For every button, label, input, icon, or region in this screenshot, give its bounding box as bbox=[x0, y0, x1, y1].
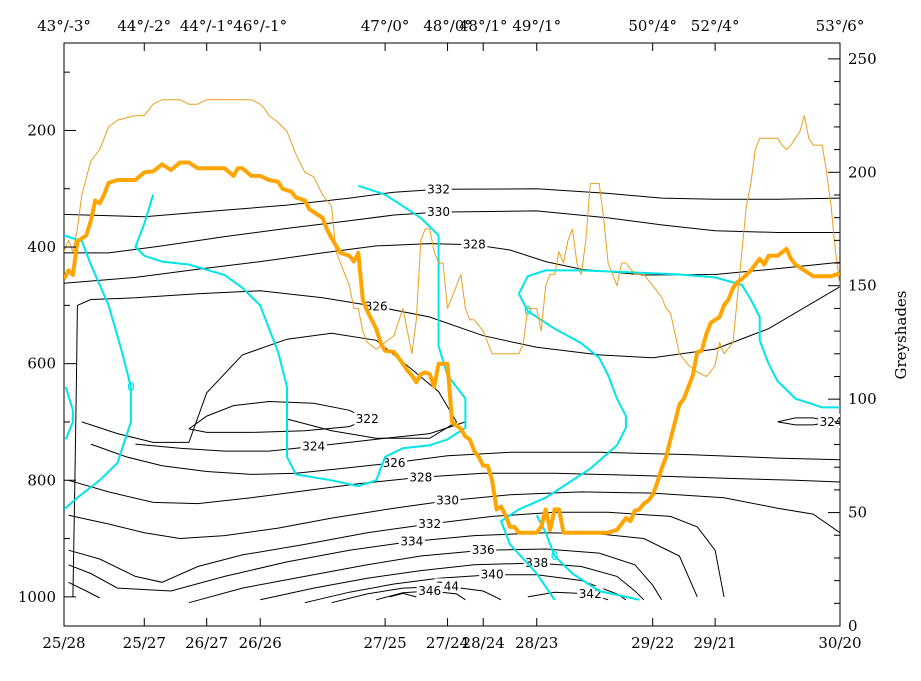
contour-label: 326 bbox=[383, 456, 406, 470]
contour-label-bg bbox=[818, 413, 840, 428]
cyan-contour-line-1 bbox=[64, 386, 74, 440]
bottom-tick-label: 27/25 bbox=[363, 634, 406, 652]
right-tick-label: 150 bbox=[848, 277, 877, 295]
cyan-contour-line-2 bbox=[134, 184, 467, 488]
contour-line-330-9 bbox=[68, 491, 840, 540]
contour-line-328-8 bbox=[68, 472, 840, 505]
top-tick-label: 49°/1° bbox=[512, 17, 561, 35]
series-layer bbox=[64, 99, 840, 535]
contour-line-unlabeled-4 bbox=[81, 332, 458, 443]
contour-label: 324 bbox=[820, 415, 843, 429]
contour-label-bg bbox=[425, 204, 452, 219]
top-tick-label: 50°/4° bbox=[628, 17, 677, 35]
left-tick-label: 600 bbox=[27, 355, 56, 373]
bottom-tick-label: 26/27 bbox=[185, 634, 228, 652]
contour-label-bg bbox=[425, 181, 452, 196]
contour-label-bg bbox=[363, 298, 390, 313]
contour-line-326-7 bbox=[90, 443, 840, 475]
contour-label: 340 bbox=[481, 568, 504, 582]
top-tick-label: 52°/4° bbox=[691, 17, 740, 35]
contour-label-bg bbox=[300, 438, 327, 453]
contour-label: 326 bbox=[365, 300, 388, 314]
contour-label-bg bbox=[354, 411, 381, 426]
contour-label-bg bbox=[381, 454, 408, 469]
contour-line-326-3 bbox=[72, 286, 840, 597]
right-tick-label: 50 bbox=[848, 504, 867, 522]
contour-line-338-14 bbox=[260, 562, 645, 601]
contour-line-334-11 bbox=[68, 532, 698, 598]
top-tick-label: 53°/6° bbox=[816, 17, 865, 35]
bottom-tick-label: 27/24 bbox=[426, 634, 469, 652]
contour-line-332-10 bbox=[68, 511, 725, 597]
right-tick-label: 100 bbox=[848, 390, 877, 408]
contour-label: 332 bbox=[427, 182, 450, 196]
top-tick-label: 48°/0° bbox=[423, 17, 472, 35]
cyan-contour-line-0 bbox=[64, 234, 132, 511]
contour-line-unlabeled-19 bbox=[389, 592, 417, 598]
top-tick-label: 44°/-2° bbox=[117, 17, 171, 35]
top-tick-label: 44°/-1° bbox=[180, 17, 234, 35]
bottom-tick-label: 29/21 bbox=[694, 634, 737, 652]
contour-label: 336 bbox=[472, 543, 495, 557]
contour-line-unlabeled-12 bbox=[68, 581, 100, 599]
contour-label: 342 bbox=[579, 587, 602, 601]
plot-frame bbox=[63, 42, 841, 627]
bottom-tick-label: 30/20 bbox=[818, 634, 861, 652]
top-tick-label: 43°/-3° bbox=[37, 17, 91, 35]
bottom-tick-label: 28/24 bbox=[462, 634, 505, 652]
contour-line-330-1 bbox=[64, 210, 840, 254]
contour-label: 332 bbox=[418, 517, 441, 531]
contour-label: 346 bbox=[418, 584, 441, 598]
contour-label-bg bbox=[470, 542, 497, 557]
contour-label-bg bbox=[461, 236, 488, 251]
greyshade-series-line bbox=[64, 99, 840, 377]
left-tick-label: 400 bbox=[27, 238, 56, 256]
right-tick-label: 200 bbox=[848, 163, 877, 181]
contour-label: 328 bbox=[409, 470, 432, 484]
bottom-tick-label: 29/22 bbox=[631, 634, 674, 652]
contour-label: 328 bbox=[463, 238, 486, 252]
top-tick-label: 46°/-1° bbox=[233, 17, 287, 35]
contour-label-bg bbox=[407, 469, 434, 484]
left-tick-label: 800 bbox=[27, 471, 56, 489]
contour-label: 322 bbox=[356, 412, 379, 426]
top-tick-label: 47°/0° bbox=[361, 17, 410, 35]
contour-label: 330 bbox=[427, 205, 450, 219]
contour-label-bg bbox=[479, 566, 506, 581]
contour-label-bg bbox=[416, 583, 443, 598]
bottom-tick-label: 28/23 bbox=[515, 634, 558, 652]
bottom-tick-label: 25/27 bbox=[123, 634, 166, 652]
right-axis-title: Greyshades bbox=[892, 291, 910, 380]
contour-label: 324 bbox=[302, 439, 325, 453]
bottom-tick-label: 25/28 bbox=[42, 634, 85, 652]
left-tick-label: 200 bbox=[27, 121, 56, 139]
bottom-tick-label: 26/26 bbox=[239, 634, 282, 652]
contour-label: 338 bbox=[525, 556, 548, 570]
cyan-contour-label: 0 bbox=[127, 380, 135, 394]
contour-label: 330 bbox=[436, 494, 459, 508]
orange-thick-series-line bbox=[64, 160, 840, 535]
cyan-contour-label: 0 bbox=[551, 549, 559, 563]
axes-layer: 200 400 600 800 1000 0 50 100 150 200 250 43°/-3° 44… bbox=[18, 17, 877, 652]
right-tick-label: 250 bbox=[848, 50, 877, 68]
contour-label-bg bbox=[398, 533, 425, 548]
cyan-contour-line-4 bbox=[535, 514, 640, 601]
right-tick-label: 0 bbox=[848, 617, 858, 635]
top-tick-label: 48°/1° bbox=[459, 17, 508, 35]
contour-label-bg bbox=[434, 492, 461, 507]
contour-label: 334 bbox=[400, 534, 423, 548]
left-tick-label: 1000 bbox=[18, 588, 56, 606]
contour-label-bg bbox=[416, 515, 443, 530]
